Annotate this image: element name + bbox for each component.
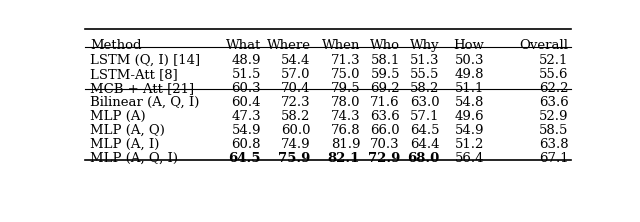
Text: 70.4: 70.4 xyxy=(281,82,310,95)
Text: 54.4: 54.4 xyxy=(281,54,310,67)
Text: 47.3: 47.3 xyxy=(232,110,261,123)
Text: 64.5: 64.5 xyxy=(410,124,440,137)
Text: 69.2: 69.2 xyxy=(371,82,400,95)
Text: 82.1: 82.1 xyxy=(328,152,360,165)
Text: MLP (A, I): MLP (A, I) xyxy=(90,138,159,151)
Text: 51.1: 51.1 xyxy=(455,82,484,95)
Text: What: What xyxy=(226,39,261,52)
Text: 54.8: 54.8 xyxy=(455,96,484,109)
Text: Overall: Overall xyxy=(520,39,568,52)
Text: MLP (A): MLP (A) xyxy=(90,110,145,123)
Text: 58.5: 58.5 xyxy=(539,124,568,137)
Text: 60.3: 60.3 xyxy=(232,82,261,95)
Text: MLP (A, Q, I): MLP (A, Q, I) xyxy=(90,152,178,165)
Text: 74.9: 74.9 xyxy=(281,138,310,151)
Text: 51.5: 51.5 xyxy=(232,68,261,81)
Text: 62.2: 62.2 xyxy=(539,82,568,95)
Text: 71.6: 71.6 xyxy=(371,96,400,109)
Text: 67.1: 67.1 xyxy=(539,152,568,165)
Text: 57.0: 57.0 xyxy=(281,68,310,81)
Text: 59.5: 59.5 xyxy=(371,68,400,81)
Text: 60.4: 60.4 xyxy=(232,96,261,109)
Text: 49.8: 49.8 xyxy=(455,68,484,81)
Text: 70.3: 70.3 xyxy=(371,138,400,151)
Text: 79.5: 79.5 xyxy=(331,82,360,95)
Text: MLP (A, Q): MLP (A, Q) xyxy=(90,124,164,137)
Text: 81.9: 81.9 xyxy=(331,138,360,151)
Text: 75.0: 75.0 xyxy=(331,68,360,81)
Text: 66.0: 66.0 xyxy=(371,124,400,137)
Text: 48.9: 48.9 xyxy=(232,54,261,67)
Text: 51.3: 51.3 xyxy=(410,54,440,67)
Text: Bilinear (A, Q, I): Bilinear (A, Q, I) xyxy=(90,96,199,109)
Text: 60.8: 60.8 xyxy=(232,138,261,151)
Text: 74.3: 74.3 xyxy=(331,110,360,123)
Text: 58.2: 58.2 xyxy=(410,82,440,95)
Text: 68.0: 68.0 xyxy=(407,152,440,165)
Text: 52.9: 52.9 xyxy=(539,110,568,123)
Text: 72.9: 72.9 xyxy=(367,152,400,165)
Text: MCB + Att [21]: MCB + Att [21] xyxy=(90,82,194,95)
Text: 50.3: 50.3 xyxy=(455,54,484,67)
Text: 58.1: 58.1 xyxy=(371,54,400,67)
Text: 63.0: 63.0 xyxy=(410,96,440,109)
Text: Why: Why xyxy=(410,39,440,52)
Text: 72.3: 72.3 xyxy=(281,96,310,109)
Text: 63.6: 63.6 xyxy=(539,96,568,109)
Text: 60.0: 60.0 xyxy=(281,124,310,137)
Text: 49.6: 49.6 xyxy=(454,110,484,123)
Text: 78.0: 78.0 xyxy=(331,96,360,109)
Text: 56.4: 56.4 xyxy=(455,152,484,165)
Text: 63.8: 63.8 xyxy=(539,138,568,151)
Text: 52.1: 52.1 xyxy=(539,54,568,67)
Text: 58.2: 58.2 xyxy=(281,110,310,123)
Text: LSTM-Att [8]: LSTM-Att [8] xyxy=(90,68,178,81)
Text: 71.3: 71.3 xyxy=(331,54,360,67)
Text: 64.4: 64.4 xyxy=(410,138,440,151)
Text: 51.2: 51.2 xyxy=(455,138,484,151)
Text: LSTM (Q, I) [14]: LSTM (Q, I) [14] xyxy=(90,54,200,67)
Text: 75.9: 75.9 xyxy=(278,152,310,165)
Text: 54.9: 54.9 xyxy=(232,124,261,137)
Text: Where: Where xyxy=(267,39,310,52)
Text: How: How xyxy=(453,39,484,52)
Text: 63.6: 63.6 xyxy=(370,110,400,123)
Text: 64.5: 64.5 xyxy=(228,152,261,165)
Text: 54.9: 54.9 xyxy=(455,124,484,137)
Text: When: When xyxy=(322,39,360,52)
Text: 55.5: 55.5 xyxy=(410,68,440,81)
Text: 55.6: 55.6 xyxy=(539,68,568,81)
Text: Who: Who xyxy=(370,39,400,52)
Text: Method: Method xyxy=(90,39,141,52)
Text: 57.1: 57.1 xyxy=(410,110,440,123)
Text: 76.8: 76.8 xyxy=(331,124,360,137)
